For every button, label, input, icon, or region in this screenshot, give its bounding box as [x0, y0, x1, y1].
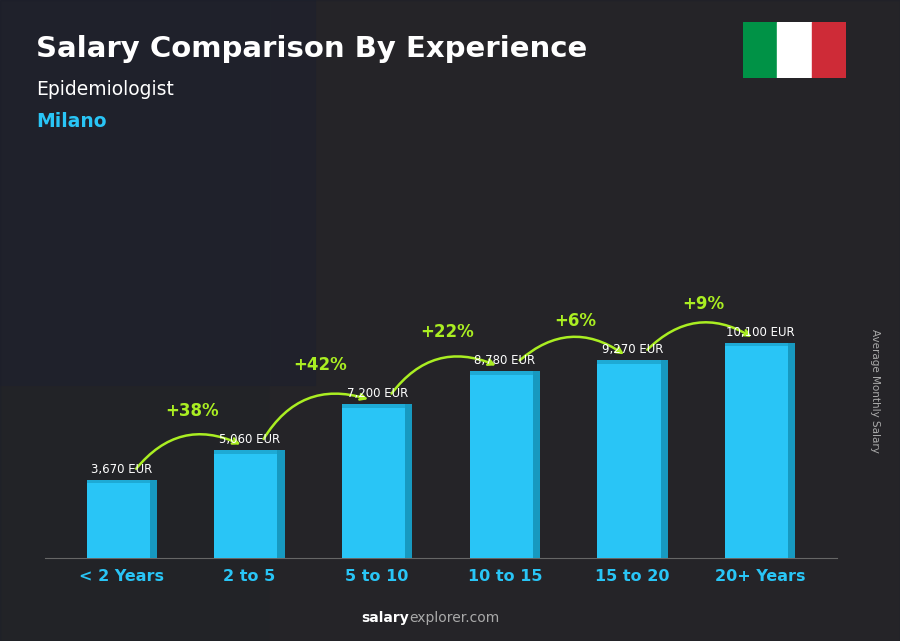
Bar	[742, 22, 777, 78]
Bar	[86, 479, 157, 558]
Text: Salary Comparison By Experience: Salary Comparison By Experience	[36, 35, 587, 63]
Text: explorer.com: explorer.com	[410, 611, 500, 625]
Text: 9,270 EUR: 9,270 EUR	[602, 344, 663, 356]
Bar	[149, 479, 157, 558]
Text: Average Monthly Salary: Average Monthly Salary	[869, 329, 880, 453]
Text: 5,060 EUR: 5,060 EUR	[219, 433, 280, 446]
Text: salary: salary	[362, 611, 410, 625]
Bar	[277, 450, 284, 558]
Bar	[470, 370, 540, 374]
Bar	[405, 404, 412, 558]
Bar	[533, 370, 540, 558]
Bar	[214, 450, 284, 454]
Bar	[598, 360, 668, 558]
Bar	[342, 404, 412, 558]
Bar	[725, 343, 796, 558]
Text: +22%: +22%	[420, 322, 474, 340]
Bar	[86, 479, 157, 483]
Text: 7,200 EUR: 7,200 EUR	[346, 388, 408, 401]
Text: 3,670 EUR: 3,670 EUR	[91, 463, 152, 476]
Bar	[725, 343, 796, 347]
Bar	[777, 22, 812, 78]
Text: +38%: +38%	[165, 402, 219, 420]
Text: Epidemiologist: Epidemiologist	[36, 80, 174, 99]
Text: +9%: +9%	[682, 294, 724, 313]
Bar	[788, 343, 796, 558]
Text: +6%: +6%	[554, 312, 596, 330]
Bar	[470, 370, 540, 558]
Bar	[270, 0, 900, 641]
Bar	[0, 0, 315, 385]
Text: +42%: +42%	[292, 356, 346, 374]
Text: Milano: Milano	[36, 112, 106, 131]
Bar	[214, 450, 284, 558]
Bar	[812, 22, 846, 78]
Bar	[661, 360, 668, 558]
Text: 8,780 EUR: 8,780 EUR	[474, 354, 536, 367]
Bar	[598, 360, 668, 364]
Text: 10,100 EUR: 10,100 EUR	[726, 326, 795, 338]
Bar	[342, 404, 412, 408]
